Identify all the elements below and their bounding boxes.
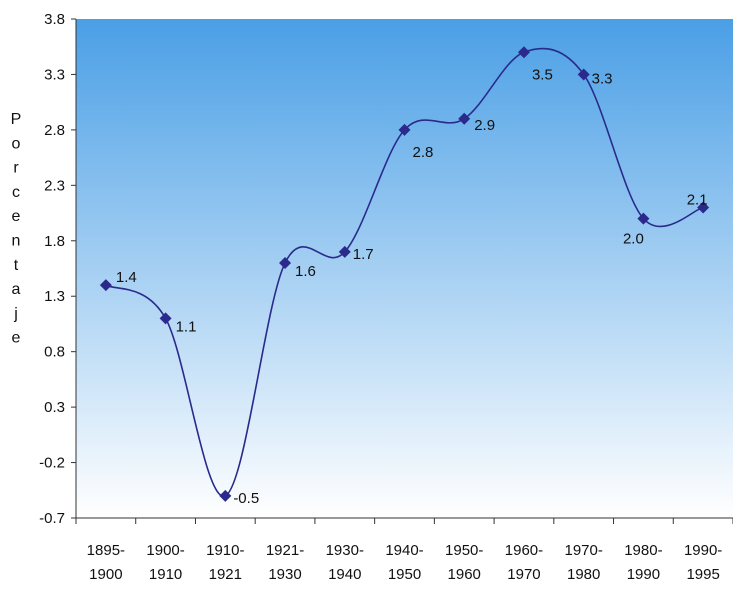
data-labels: 1.4 1.1 -0.5 1.6 1.7 2.8 2.9 3.5 3.3 2.0 2.1 bbox=[116, 66, 708, 507]
x-tick-label: 1960 bbox=[448, 566, 481, 583]
y-tick-label: 1.3 bbox=[44, 288, 65, 305]
y-axis-label-char: e bbox=[12, 330, 21, 347]
data-label: 3.5 bbox=[532, 66, 553, 83]
data-point-marker bbox=[458, 112, 471, 125]
data-point-marker bbox=[279, 256, 292, 269]
data-label: 3.3 bbox=[592, 70, 613, 87]
data-label: -0.5 bbox=[233, 490, 259, 507]
y-tick-label: 0.3 bbox=[44, 399, 65, 416]
y-axis-label-char: r bbox=[13, 160, 19, 177]
x-tick-label: 1950 bbox=[388, 566, 421, 583]
x-tick-label: 1940 bbox=[328, 566, 361, 583]
x-tick-label: 1900- bbox=[146, 542, 184, 559]
y-tick-label: 2.8 bbox=[44, 122, 65, 139]
data-point-marker bbox=[637, 212, 650, 225]
series-line bbox=[105, 47, 704, 497]
x-tick-label: 1921- bbox=[266, 542, 304, 559]
y-tick-label: -0.7 bbox=[39, 510, 65, 527]
data-label: 1.7 bbox=[353, 246, 374, 263]
x-axis: 1895- 1900 1900- 1910 1910- 1921 1921- 1930 1930… bbox=[75, 517, 733, 583]
data-label: 1.6 bbox=[295, 263, 316, 280]
data-label: 1.4 bbox=[116, 269, 137, 286]
y-axis-label-char: n bbox=[12, 233, 21, 250]
y-axis-label-char: c bbox=[12, 184, 20, 201]
y-axis: 3.8 3.3 2.8 2.3 1.8 1.3 0.8 0.3 -0.2 -0.7 bbox=[39, 11, 77, 527]
y-axis-label-char: t bbox=[14, 257, 19, 274]
data-point-marker bbox=[697, 201, 710, 214]
x-tick-label: 1930 bbox=[268, 566, 301, 583]
y-tick-label: 2.3 bbox=[44, 177, 65, 194]
y-tick-label: -0.2 bbox=[39, 455, 65, 472]
x-tick-label: 1970- bbox=[564, 542, 602, 559]
y-axis-label-char: o bbox=[12, 135, 21, 152]
x-tick-label: 1980 bbox=[567, 566, 600, 583]
data-point-marker bbox=[517, 46, 530, 59]
data-point-marker bbox=[159, 312, 172, 325]
plot-area bbox=[76, 19, 733, 518]
y-tick-label: 3.3 bbox=[44, 66, 65, 83]
data-point-marker bbox=[99, 279, 112, 292]
y-tick-label: 3.8 bbox=[44, 11, 65, 28]
x-tick-label: 1995 bbox=[686, 566, 719, 583]
x-tick-label: 1940- bbox=[385, 542, 423, 559]
data-label: 1.1 bbox=[176, 318, 197, 335]
x-tick-label: 1930- bbox=[326, 542, 364, 559]
x-tick-label: 1980- bbox=[624, 542, 662, 559]
x-tick-label: 1950- bbox=[445, 542, 483, 559]
data-label: 2.1 bbox=[687, 192, 708, 209]
data-label: 2.8 bbox=[413, 144, 434, 161]
x-tick-label: 1960- bbox=[505, 542, 543, 559]
x-tick-label: 1910- bbox=[206, 542, 244, 559]
data-point-marker bbox=[577, 68, 590, 81]
data-point-marker bbox=[398, 123, 411, 136]
x-tick-label: 1990- bbox=[684, 542, 722, 559]
x-tick-label: 1910 bbox=[149, 566, 182, 583]
x-tick-label: 1970 bbox=[507, 566, 540, 583]
data-point-marker bbox=[338, 245, 351, 258]
x-tick-label: 1895- bbox=[87, 542, 125, 559]
y-axis-label-char: e bbox=[12, 208, 21, 225]
y-tick-label: 1.8 bbox=[44, 233, 65, 250]
x-tick-label: 1900 bbox=[89, 566, 122, 583]
y-axis-label-char: a bbox=[12, 281, 21, 298]
x-tick-label: 1921 bbox=[209, 566, 242, 583]
data-markers bbox=[99, 46, 710, 502]
y-axis-label-char: P bbox=[11, 111, 22, 128]
y-axis-label-char: j bbox=[13, 305, 18, 322]
data-point-marker bbox=[219, 489, 232, 502]
y-tick-label: 0.8 bbox=[44, 344, 65, 361]
data-label: 2.0 bbox=[623, 231, 644, 248]
data-label: 2.9 bbox=[474, 117, 495, 134]
x-tick-label: 1990 bbox=[627, 566, 660, 583]
